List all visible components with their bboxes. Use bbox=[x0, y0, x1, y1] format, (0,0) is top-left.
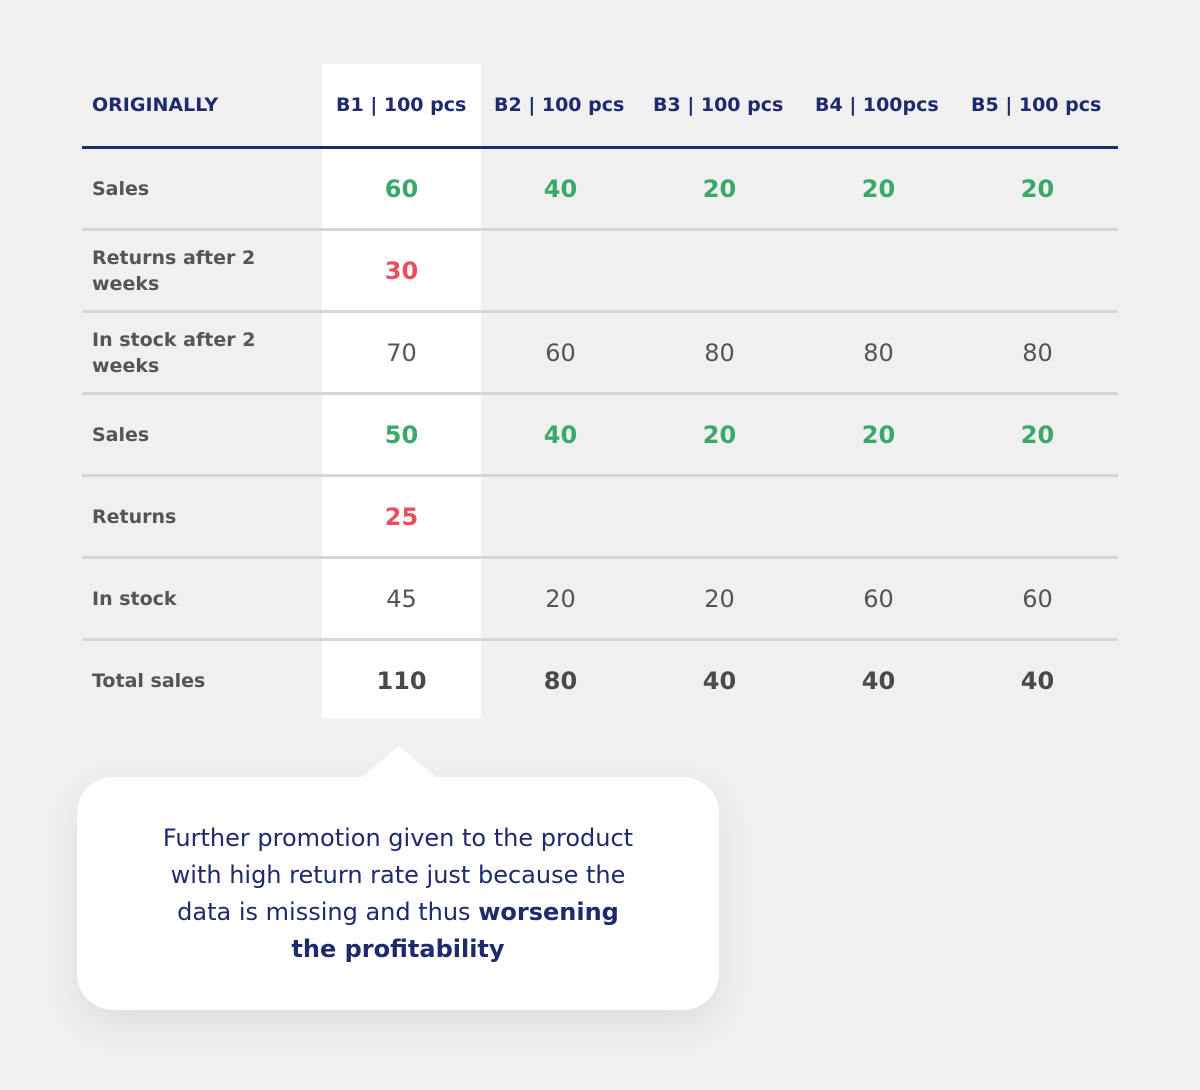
row-divider bbox=[82, 228, 1118, 231]
callout-body: Further promotion given to the product w… bbox=[162, 823, 634, 926]
cell-b1: 45 bbox=[386, 584, 417, 613]
cell-b2: 60 bbox=[545, 338, 576, 367]
cell-b5: 20 bbox=[1020, 174, 1055, 203]
table-row-sales-2: Sales 50 40 20 20 20 bbox=[82, 395, 1118, 474]
row-label: In stock bbox=[92, 587, 177, 610]
cell-b5 bbox=[958, 231, 1117, 310]
cell-b3: 40 bbox=[702, 666, 737, 695]
cell-b5 bbox=[958, 477, 1117, 556]
callout-text: Further promotion given to the product w… bbox=[157, 820, 639, 968]
header-originally: ORIGINALLY bbox=[92, 94, 219, 116]
table-header: ORIGINALLY B1 | 100 pcs B2 | 100 pcs B3 … bbox=[82, 64, 1118, 146]
cell-b1: 30 bbox=[384, 256, 419, 285]
table-row-returns-after-2-weeks: Returns after 2 weeks 30 bbox=[82, 231, 1118, 310]
callout-box: Further promotion given to the product w… bbox=[77, 777, 719, 1010]
cell-b3 bbox=[640, 477, 799, 556]
header-b2: B2 | 100 pcs bbox=[494, 94, 625, 116]
callout-emphasis: worsening the profitability bbox=[291, 897, 619, 963]
header-b5: B5 | 100 pcs bbox=[971, 94, 1102, 116]
cell-b5: 40 bbox=[1020, 666, 1055, 695]
row-label: Total sales bbox=[92, 669, 206, 692]
cell-b5: 80 bbox=[1022, 338, 1053, 367]
b1-column-highlight bbox=[322, 64, 481, 718]
cell-b2: 20 bbox=[545, 584, 576, 613]
row-label: Sales bbox=[92, 177, 150, 200]
cell-b4: 20 bbox=[861, 174, 896, 203]
cell-b1: 110 bbox=[376, 666, 427, 695]
row-label: Returns bbox=[92, 505, 177, 528]
cell-b4: 80 bbox=[863, 338, 894, 367]
comparison-table: ORIGINALLY B1 | 100 pcs B2 | 100 pcs B3 … bbox=[82, 64, 1118, 720]
row-divider bbox=[82, 638, 1118, 641]
header-divider bbox=[82, 146, 1118, 149]
header-b4: B4 | 100pcs bbox=[815, 94, 939, 116]
row-divider bbox=[82, 310, 1118, 313]
header-b1: B1 | 100 pcs bbox=[336, 94, 467, 116]
table-row-total-sales: Total sales 110 80 40 40 40 bbox=[82, 641, 1118, 720]
row-divider bbox=[82, 556, 1118, 559]
cell-b3: 20 bbox=[702, 174, 737, 203]
cell-b4: 60 bbox=[863, 584, 894, 613]
table-row-in-stock: In stock 45 20 20 60 60 bbox=[82, 559, 1118, 638]
cell-b2: 40 bbox=[543, 420, 578, 449]
cell-b4: 40 bbox=[861, 666, 896, 695]
cell-b3: 80 bbox=[704, 338, 735, 367]
cell-b2: 40 bbox=[543, 174, 578, 203]
row-label: Returns after 2 weeks bbox=[92, 246, 256, 295]
table-row-sales: Sales 60 40 20 20 20 bbox=[82, 149, 1118, 228]
table-row-returns: Returns 25 bbox=[82, 477, 1118, 556]
row-divider bbox=[82, 474, 1118, 477]
cell-b3: 20 bbox=[704, 584, 735, 613]
cell-b3: 20 bbox=[702, 420, 737, 449]
cell-b5: 20 bbox=[1020, 420, 1055, 449]
cell-b2: 80 bbox=[543, 666, 578, 695]
cell-b1: 70 bbox=[386, 338, 417, 367]
cell-b3 bbox=[640, 231, 799, 310]
cell-b1: 50 bbox=[384, 420, 419, 449]
table-row-in-stock-after-2-weeks: In stock after 2 weeks 70 60 80 80 80 bbox=[82, 313, 1118, 392]
cell-b1: 60 bbox=[384, 174, 419, 203]
row-divider bbox=[82, 392, 1118, 395]
row-label: In stock after 2 weeks bbox=[92, 328, 256, 377]
cell-b4: 20 bbox=[861, 420, 896, 449]
callout-pointer bbox=[361, 746, 437, 778]
cell-b4 bbox=[799, 231, 958, 310]
cell-b1: 25 bbox=[384, 502, 419, 531]
cell-b2 bbox=[481, 477, 640, 556]
cell-b5: 60 bbox=[1022, 584, 1053, 613]
cell-b4 bbox=[799, 477, 958, 556]
row-label: Sales bbox=[92, 423, 150, 446]
header-b3: B3 | 100 pcs bbox=[653, 94, 784, 116]
cell-b2 bbox=[481, 231, 640, 310]
